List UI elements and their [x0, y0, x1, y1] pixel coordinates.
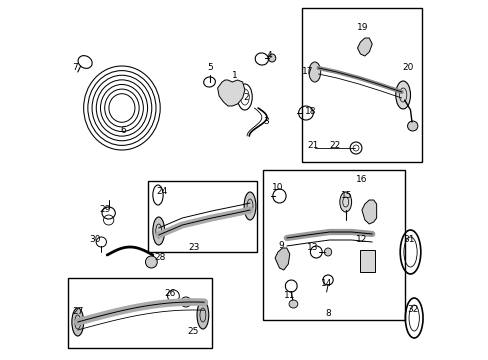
Text: 4: 4: [266, 50, 271, 59]
Polygon shape: [361, 200, 376, 224]
Text: 14: 14: [320, 279, 331, 288]
Text: 7: 7: [73, 63, 78, 72]
Ellipse shape: [278, 251, 285, 265]
Bar: [360, 250, 374, 272]
Text: 32: 32: [407, 306, 418, 315]
Text: 1: 1: [231, 71, 237, 80]
Ellipse shape: [308, 62, 320, 82]
Ellipse shape: [197, 301, 208, 329]
Text: 25: 25: [187, 328, 199, 337]
Text: 8: 8: [325, 310, 330, 319]
Ellipse shape: [339, 192, 351, 212]
Text: 5: 5: [207, 63, 213, 72]
Bar: [263, 170, 404, 320]
Ellipse shape: [145, 256, 157, 268]
Ellipse shape: [153, 217, 164, 245]
Text: 21: 21: [307, 141, 318, 150]
Text: 31: 31: [403, 235, 414, 244]
Text: 10: 10: [272, 184, 283, 193]
Ellipse shape: [407, 121, 417, 131]
Text: 22: 22: [329, 141, 340, 150]
Text: 18: 18: [304, 108, 316, 117]
Text: 11: 11: [284, 291, 295, 300]
Bar: [301, 8, 422, 162]
Text: 2: 2: [243, 94, 249, 103]
Bar: [148, 181, 257, 252]
Ellipse shape: [324, 248, 331, 256]
Text: 20: 20: [401, 63, 412, 72]
Text: 27: 27: [72, 307, 83, 316]
Text: 17: 17: [301, 68, 312, 77]
Text: 19: 19: [356, 23, 367, 32]
Text: 15: 15: [341, 192, 352, 201]
Bar: [68, 278, 211, 348]
Text: 9: 9: [278, 240, 283, 249]
Ellipse shape: [72, 308, 83, 336]
Polygon shape: [274, 248, 289, 270]
Polygon shape: [217, 80, 244, 106]
Polygon shape: [357, 38, 371, 56]
Text: 23: 23: [188, 243, 200, 252]
Text: 6: 6: [120, 126, 126, 135]
Text: 12: 12: [355, 235, 367, 244]
Text: 29: 29: [99, 206, 110, 215]
Text: 28: 28: [154, 253, 165, 262]
Text: 3: 3: [263, 117, 268, 126]
Text: 24: 24: [156, 188, 167, 197]
Ellipse shape: [268, 54, 275, 62]
Text: 16: 16: [355, 175, 367, 184]
Text: 13: 13: [306, 243, 318, 252]
Ellipse shape: [395, 81, 409, 109]
Ellipse shape: [244, 192, 255, 220]
Ellipse shape: [224, 84, 236, 102]
Ellipse shape: [288, 300, 297, 308]
Text: 30: 30: [89, 235, 101, 244]
Text: 26: 26: [164, 289, 176, 298]
